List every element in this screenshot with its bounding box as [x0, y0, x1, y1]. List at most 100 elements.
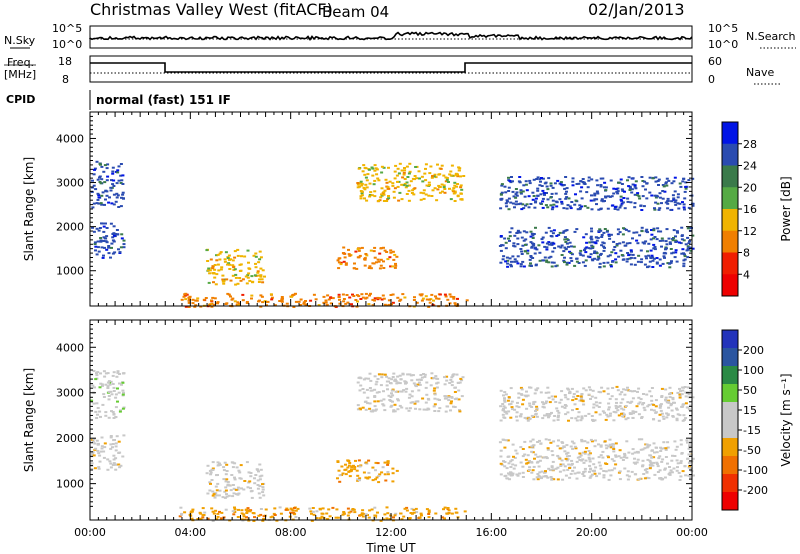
velocity-echo-cell: [660, 396, 664, 398]
power-echo-cell: [546, 198, 550, 201]
velocity-echo-cell: [249, 509, 253, 512]
velocity-echo-cell: [675, 445, 679, 448]
velocity-echo-cell: [567, 463, 571, 466]
velocity-echo-cell: [688, 461, 692, 464]
power-echo-cell: [665, 177, 669, 180]
velocity-echo-cell: [560, 405, 564, 408]
power-echo-cell: [603, 228, 607, 230]
velocity-echo-cell: [666, 413, 670, 416]
velocity-echo-cell: [580, 416, 584, 419]
power-echo-cell: [506, 200, 509, 203]
power-echo-cell: [442, 186, 446, 189]
power-echo-cell: [648, 191, 652, 194]
power-echo-cell: [629, 201, 633, 204]
power-echo-cell: [547, 226, 551, 229]
velocity-echo-cell: [564, 474, 568, 477]
power-echo-cell: [236, 254, 240, 257]
power-echo-cell: [400, 169, 404, 172]
power-echo-cell: [555, 205, 559, 208]
power-echo-cell: [679, 185, 683, 188]
power-echo-cell: [269, 293, 273, 296]
velocity-echo-cell: [645, 443, 649, 446]
velocity-echo-cell: [679, 475, 683, 478]
velocity-echo-cell: [556, 418, 560, 421]
power-echo-cell: [241, 299, 245, 302]
velocity-echo-cell: [504, 439, 508, 442]
power-echo-cell: [666, 262, 670, 265]
power-echo-cell: [579, 190, 583, 193]
velocity-echo-cell: [257, 470, 260, 473]
velocity-echo-cell: [116, 387, 119, 390]
velocity-echo-cell: [449, 402, 453, 405]
velocity-echo-cell: [450, 380, 454, 383]
power-echo-cell: [380, 187, 384, 190]
velocity-echo-cell: [415, 511, 419, 514]
power-echo-cell: [342, 246, 346, 249]
velocity-echo-cell: [435, 386, 439, 389]
power-echo-cell: [547, 261, 551, 264]
power-echo-cell: [101, 256, 105, 259]
power-colorbar-tick-label: 16: [743, 203, 757, 216]
power-echo-cell: [111, 172, 115, 175]
power-echo-cell: [636, 260, 640, 263]
velocity-echo-cell: [544, 402, 548, 405]
velocity-echo-cell: [614, 455, 618, 458]
velocity-echo-cell: [389, 382, 393, 385]
velocity-echo-cell: [536, 387, 540, 390]
power-echo-cell: [562, 184, 566, 186]
velocity-echo-cell: [448, 382, 452, 384]
velocity-echo-cell: [257, 492, 261, 495]
power-echo-cell: [252, 254, 256, 257]
power-echo-cell: [460, 188, 464, 191]
power-echo-cell: [406, 176, 410, 178]
power-echo-cell: [223, 258, 227, 261]
velocity-echo-cell: [533, 457, 536, 460]
power-echo-cell: [359, 180, 363, 183]
power-echo-cell: [500, 191, 504, 194]
velocity-echo-cell: [654, 405, 658, 408]
power-echo-cell: [538, 184, 542, 187]
velocity-echo-cell: [102, 450, 106, 453]
power-echo-cell: [528, 182, 532, 185]
velocity-echo-cell: [568, 391, 572, 394]
power-echo-cell: [459, 184, 463, 187]
velocity-echo-cell: [584, 414, 588, 417]
velocity-echo-cell: [589, 398, 592, 400]
velocity-echo-cell: [647, 403, 651, 406]
power-echo-cell: [609, 265, 613, 268]
velocity-echo-cell: [610, 458, 614, 461]
velocity-echo-cell: [630, 390, 634, 393]
power-echo-cell: [98, 176, 101, 179]
power-echo-cell: [638, 197, 642, 200]
power-echo-cell: [555, 234, 559, 237]
power-echo-cell: [520, 250, 524, 253]
power-echo-cell: [261, 281, 265, 284]
power-echo-cell: [528, 179, 532, 182]
power-echo-cell: [442, 184, 446, 187]
velocity-echo-cell: [655, 461, 659, 464]
velocity-echo-cell: [350, 468, 353, 471]
velocity-echo-cell: [240, 487, 243, 490]
power-echo-cell: [586, 206, 590, 209]
velocity-echo-cell: [652, 418, 656, 421]
power-echo-cell: [623, 190, 626, 193]
velocity-echo-cell: [418, 408, 422, 411]
velocity-echo-cell: [364, 400, 368, 403]
power-echo-cell: [612, 187, 616, 190]
velocity-echo-cell: [445, 375, 449, 378]
velocity-echo-cell: [366, 402, 370, 405]
velocity-echo-cell: [258, 463, 262, 466]
velocity-echo-cell: [505, 412, 509, 415]
velocity-echo-cell: [211, 461, 215, 464]
velocity-echo-cell: [509, 460, 513, 463]
power-echo-cell: [228, 268, 232, 270]
velocity-echo-cell: [502, 405, 506, 408]
power-echo-cell: [682, 206, 686, 209]
velocity-echo-cell: [112, 454, 116, 457]
power-echo-cell: [549, 184, 553, 187]
power-echo-cell: [280, 296, 284, 298]
power-echo-cell: [195, 299, 199, 302]
velocity-echo-cell: [513, 456, 517, 459]
power-echo-cell: [238, 263, 242, 266]
velocity-echo-cell: [450, 396, 454, 399]
